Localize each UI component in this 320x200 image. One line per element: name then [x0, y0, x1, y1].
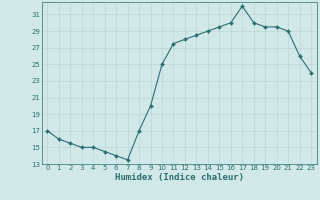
X-axis label: Humidex (Indice chaleur): Humidex (Indice chaleur): [115, 173, 244, 182]
